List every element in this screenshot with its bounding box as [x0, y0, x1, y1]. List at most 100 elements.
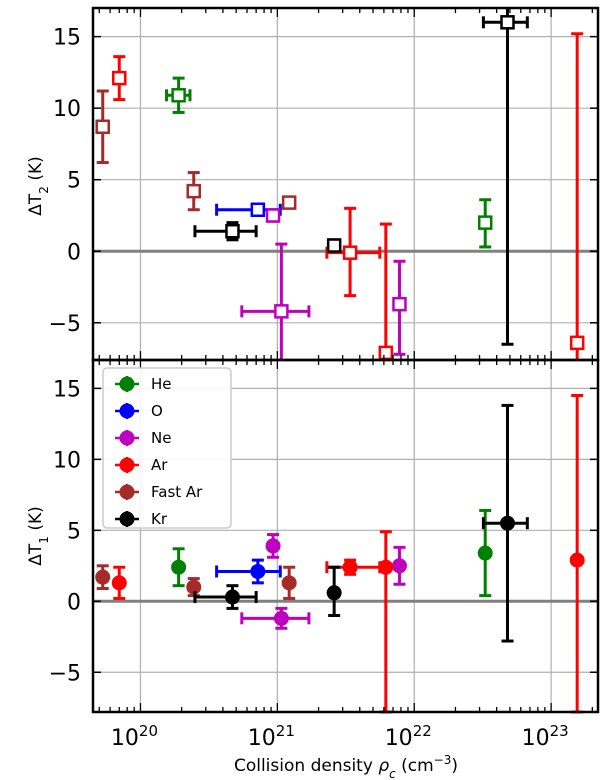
- bottom-ytick-label-0: −5: [49, 661, 81, 686]
- legend-entry-kr: Kr: [115, 510, 168, 528]
- bottom-point-fast-ar-11-marker: [186, 579, 202, 595]
- bottom-point-ne-5-marker: [391, 558, 407, 574]
- legend-he-marker: [119, 376, 135, 392]
- xtick-label-3: 1023: [522, 722, 569, 751]
- bottom-point-ne-4-marker: [273, 610, 289, 626]
- bottom-frame: [91, 358, 600, 714]
- legend-o-marker: [119, 403, 135, 419]
- top-point-ne-4-marker: [274, 304, 289, 319]
- top-point-fast-ar-10: [95, 89, 110, 165]
- top-point-ar-9: [569, 32, 585, 360]
- top-frame: [91, 6, 600, 362]
- bottom-point-ne-3: [265, 533, 281, 559]
- legend-ne-label: Ne: [151, 429, 171, 447]
- bottom-point-fast-ar-12: [281, 565, 297, 600]
- top-point-fast-ar-10-marker: [95, 119, 110, 135]
- bottom-ytick-label-3: 10: [53, 448, 81, 473]
- legend-ne-marker: [119, 430, 135, 446]
- top-point-ne-5: [392, 259, 407, 356]
- y-axis-label-top: ΔT2 (K): [26, 156, 51, 215]
- legend-entry-o: O: [115, 402, 163, 420]
- top-point-fast-ar-12-marker: [281, 195, 297, 210]
- bottom-point-kr-13: [193, 584, 258, 610]
- bottom-point-fast-ar-10: [95, 564, 111, 591]
- top-point-fast-ar-11-marker: [186, 183, 201, 199]
- legend-ar-marker: [119, 457, 135, 473]
- bottom-point-he-0-marker: [171, 559, 187, 575]
- top-point-ar-6: [112, 55, 127, 102]
- bottom-point-kr-13-marker: [224, 589, 240, 605]
- legend-o-label: O: [151, 402, 163, 420]
- legend-entry-he: He: [115, 375, 172, 393]
- top-point-ne-3-marker: [265, 208, 281, 223]
- bottom-point-ne-4: [240, 606, 311, 630]
- xtick-label-0: 1020: [111, 722, 158, 751]
- bottom-point-kr-15: [481, 403, 529, 643]
- bottom-point-ar-6-marker: [111, 575, 127, 591]
- bottom-ytick-label-2: 5: [67, 519, 81, 544]
- top-point-kr-15: [481, 8, 529, 346]
- top-point-he-0: [165, 76, 192, 114]
- top-point-ar-8: [378, 222, 394, 361]
- top-ytick-label-3: 10: [53, 97, 81, 122]
- bottom-point-fast-ar-12-marker: [281, 575, 297, 591]
- top-ytick-label-1: 0: [67, 240, 81, 265]
- legend-fast-ar-label: Fast Ar: [151, 483, 203, 501]
- legend-entry-ne: Ne: [115, 429, 171, 447]
- top-point-kr-13: [193, 221, 258, 242]
- xtick-label-2: 1022: [385, 722, 432, 751]
- bottom-ytick-label-1: 0: [67, 590, 81, 615]
- top-point-kr-13-marker: [225, 223, 240, 239]
- legend-fast-ar-marker: [119, 484, 135, 500]
- legend-box: [102, 367, 232, 529]
- legend-kr-label: Kr: [151, 510, 168, 528]
- top-ytick-label-0: −5: [49, 312, 81, 337]
- top-point-ar-6-marker: [112, 70, 127, 86]
- legend: He O Ne Ar Fast Ar Kr: [102, 367, 232, 529]
- bottom-ytick-label-4: 15: [53, 377, 81, 402]
- top-ytick-label-4: 15: [53, 26, 81, 51]
- bottom-point-ar-9: [569, 393, 585, 714]
- text-layer: −5 0 5 10 15 −5 0 5 10 15 1020 1021 1022 1023 He O Ne Ar F…: [49, 26, 569, 751]
- top-point-o-2-marker: [250, 202, 266, 218]
- top-point-ne-4: [240, 242, 311, 360]
- top-point-fast-ar-11: [186, 171, 201, 212]
- legend-entry-ar: Ar: [115, 456, 168, 474]
- marks-layer: [95, 8, 585, 714]
- bottom-point-he-0: [171, 547, 187, 588]
- bottom-point-fast-ar-10-marker: [95, 569, 111, 585]
- top-point-kr-15-marker: [500, 15, 515, 30]
- bottom-point-kr-15-marker: [499, 515, 515, 531]
- bottom-point-ar-7-marker: [342, 559, 358, 575]
- bottom-point-he-1-marker: [477, 545, 493, 561]
- xtick-label-1: 1021: [248, 722, 295, 751]
- legend-entry-fast-ar: Fast Ar: [115, 483, 203, 501]
- legend-kr-marker: [119, 511, 135, 527]
- top-point-kr-14: [326, 238, 342, 253]
- top-point-ne-5-marker: [392, 296, 407, 312]
- bottom-point-kr-14-marker: [326, 585, 342, 601]
- legend-ar-label: Ar: [151, 456, 168, 474]
- bottom-point-ne-3-marker: [265, 538, 281, 554]
- bottom-point-ar-6: [111, 565, 127, 600]
- x-axis-label: Collision density ρc (cm−3): [234, 753, 458, 780]
- top-point-ar-7-marker: [342, 245, 358, 260]
- bottom-point-o-2-marker: [250, 563, 266, 579]
- bottom-point-o-2: [215, 558, 282, 585]
- bottom-point-ar-9-marker: [569, 552, 585, 568]
- top-point-ar-9-marker: [569, 335, 585, 351]
- top-point-he-1: [477, 198, 493, 249]
- top-point-kr-14-marker: [326, 238, 342, 253]
- frame-layer: [91, 6, 600, 714]
- top-point-ar-8-marker: [378, 345, 394, 361]
- top-point-fast-ar-12: [281, 195, 297, 210]
- legend-he-label: He: [151, 375, 172, 393]
- bottom-point-ne-5: [391, 545, 407, 586]
- top-point-he-0-marker: [171, 88, 186, 103]
- top-point-ne-3: [265, 208, 281, 223]
- bottom-point-ar-8-marker: [378, 559, 394, 575]
- y-axis-label-bottom: ΔT1 (K): [26, 506, 51, 565]
- top-point-he-1-marker: [477, 215, 493, 230]
- bottom-point-ar-8: [378, 530, 394, 714]
